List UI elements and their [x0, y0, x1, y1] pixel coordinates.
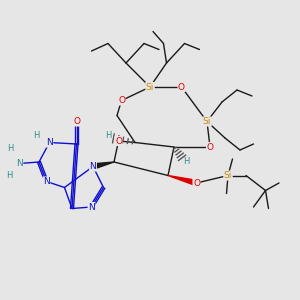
Text: Si: Si — [224, 171, 232, 180]
Polygon shape — [168, 176, 197, 186]
Text: H: H — [105, 130, 111, 140]
Text: N: N — [46, 138, 53, 147]
Text: H: H — [6, 171, 12, 180]
Text: H: H — [33, 130, 39, 140]
Text: O: O — [73, 117, 80, 126]
Text: H: H — [7, 144, 14, 153]
Polygon shape — [92, 162, 114, 169]
Text: O: O — [193, 178, 200, 188]
Text: O: O — [178, 82, 185, 91]
Text: N: N — [90, 162, 96, 171]
Text: Si: Si — [203, 117, 211, 126]
Text: O: O — [206, 142, 214, 152]
Text: O: O — [115, 136, 122, 146]
Text: Si: Si — [146, 82, 154, 91]
Text: H: H — [183, 158, 189, 166]
Text: O: O — [118, 96, 125, 105]
Text: N: N — [16, 159, 23, 168]
Text: N: N — [43, 177, 50, 186]
Text: N: N — [88, 202, 95, 211]
